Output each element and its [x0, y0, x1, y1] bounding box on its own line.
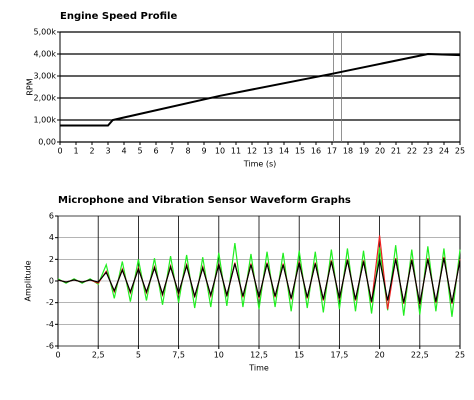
x-tick-label: 25 — [455, 351, 465, 360]
series-line — [57, 258, 461, 304]
x-tick-label: 5 — [137, 147, 142, 156]
x-tick-label: 8 — [185, 147, 190, 156]
y-tick-label: 2 — [49, 255, 54, 264]
x-tick-label: 25 — [455, 147, 465, 156]
x-tick-label: 19 — [359, 147, 369, 156]
x-tick-label: 12,5 — [250, 351, 268, 360]
chart-title: Microphone and Vibration Sensor Waveform… — [58, 195, 351, 206]
y-tick-label: 0 — [49, 277, 54, 286]
x-tick-label: 24 — [439, 147, 449, 156]
x-tick-label: 16 — [311, 147, 321, 156]
y-tick-label: 2,00k — [34, 94, 57, 103]
x-tick-label: 13 — [263, 147, 273, 156]
x-tick-label: 17,5 — [330, 351, 348, 360]
y-tick-label: 3,00k — [34, 72, 57, 81]
y-tick-label: 0,00 — [38, 138, 56, 147]
x-tick-label: 11 — [231, 147, 241, 156]
x-tick-label: 3 — [105, 147, 110, 156]
y-tick-label: 4 — [49, 233, 54, 242]
x-tick-label: 4 — [121, 147, 126, 156]
x-tick-label: 2 — [89, 147, 94, 156]
series-line — [60, 52, 461, 127]
y-axis-label: Amplitude — [24, 260, 33, 301]
chart-title: Engine Speed Profile — [60, 11, 177, 22]
x-tick-label: 22 — [407, 147, 417, 156]
y-tick-label: 1,00k — [34, 116, 57, 125]
x-tick-label: 20 — [375, 147, 385, 156]
x-tick-label: 1 — [73, 147, 78, 156]
x-tick-label: 22,5 — [411, 351, 429, 360]
y-tick-label: -2 — [46, 298, 54, 307]
x-tick-label: 9 — [201, 147, 206, 156]
x-tick-label: 21 — [391, 147, 401, 156]
x-tick-label: 20 — [375, 351, 385, 360]
series-line — [57, 243, 461, 317]
y-tick-label: 6 — [49, 212, 54, 221]
x-tick-label: 0 — [57, 147, 62, 156]
x-tick-label: 15 — [295, 147, 305, 156]
y-tick-label: -4 — [46, 320, 54, 329]
x-tick-label: 5 — [136, 351, 141, 360]
y-tick-label: 5,00k — [34, 28, 57, 37]
x-tick-label: 7,5 — [172, 351, 185, 360]
y-tick-label: 4,00k — [34, 50, 57, 59]
x-tick-label: 0 — [55, 351, 60, 360]
x-tick-label: 23 — [423, 147, 433, 156]
x-tick-label: 17 — [327, 147, 337, 156]
x-tick-label: 6 — [153, 147, 158, 156]
x-axis-label: Time (s) — [243, 160, 277, 169]
x-tick-label: 10 — [215, 147, 225, 156]
x-axis-label: Time — [248, 364, 269, 373]
x-tick-label: 10 — [214, 351, 224, 360]
x-tick-label: 18 — [343, 147, 353, 156]
x-tick-label: 12 — [247, 147, 257, 156]
x-tick-label: 7 — [169, 147, 174, 156]
x-tick-label: 14 — [279, 147, 289, 156]
x-tick-label: 15 — [294, 351, 304, 360]
x-tick-label: 2,5 — [92, 351, 105, 360]
y-tick-label: -6 — [46, 342, 54, 351]
y-axis-label: RPM — [26, 78, 35, 95]
